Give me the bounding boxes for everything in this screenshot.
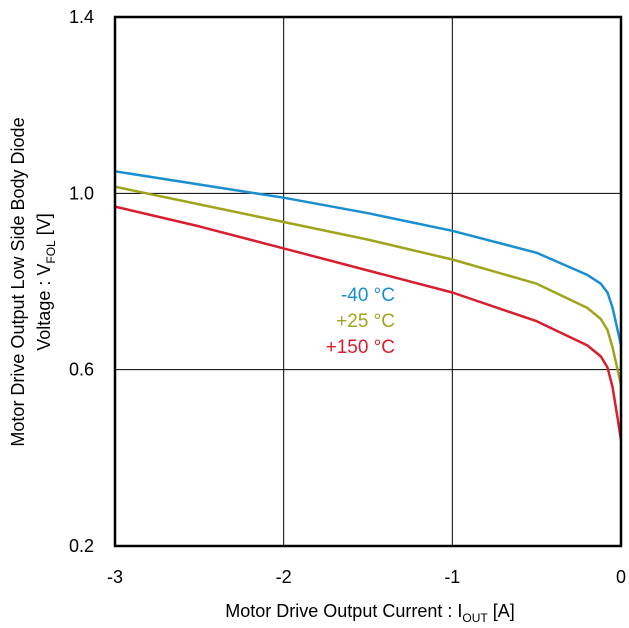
y-tick-labels: 0.2 0.6 1.0 1.4 [69, 7, 94, 556]
x-tick-labels: -3 -2 -1 0 [107, 567, 626, 587]
series-line-0 [113, 170, 623, 347]
x-tick-label: -3 [107, 567, 123, 587]
x-tick-label: 0 [616, 567, 626, 587]
x-tick-label: -2 [276, 567, 292, 587]
series-line-2 [113, 205, 623, 442]
legend-label-0: -40 °C [341, 285, 395, 306]
series-lines [113, 170, 623, 442]
legend-label-2: +150 °C [326, 337, 395, 358]
x-axis-title: Motor Drive Output Current : IOUT [A] [225, 601, 514, 625]
y-tick-label: 1.4 [69, 7, 94, 27]
x-tick-label: -1 [444, 567, 460, 587]
y-tick-label: 1.0 [69, 183, 94, 203]
legend: -40 °C +25 °C +150 °C [326, 285, 395, 358]
y-tick-label: 0.2 [69, 536, 94, 556]
grid [115, 17, 621, 546]
plot-frame [113, 15, 623, 548]
y-axis-title-line2: Voltage : VFOL [V] [34, 213, 58, 350]
y-axis-title-line1: Motor Drive Output Low Side Body Diode [8, 117, 28, 446]
series-line-1 [113, 185, 623, 387]
y-tick-label: 0.6 [69, 360, 94, 380]
legend-label-1: +25 °C [336, 311, 395, 332]
